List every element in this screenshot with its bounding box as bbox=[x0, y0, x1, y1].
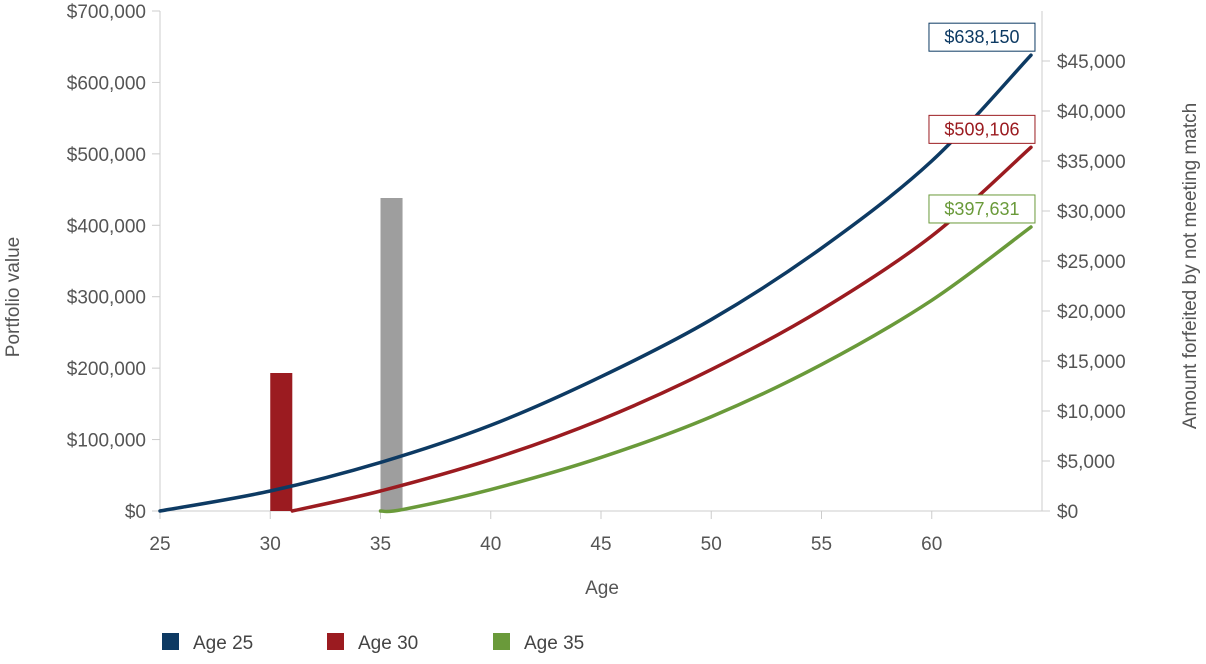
line-layer bbox=[158, 53, 1033, 514]
y-tick-label-right: $25,000 bbox=[1057, 252, 1126, 273]
y-tick-label-left: $200,000 bbox=[67, 359, 146, 380]
legend-item-age-35: Age 35 bbox=[493, 633, 584, 654]
y-tick-label-left: $500,000 bbox=[67, 145, 146, 166]
end-label-age-35: $397,631 bbox=[928, 194, 1036, 224]
x-tick-label: 30 bbox=[260, 534, 281, 555]
line-series-age-35 bbox=[378, 225, 1033, 514]
legend-swatch bbox=[493, 633, 510, 650]
line-series-age-30 bbox=[290, 145, 1033, 513]
end-label-text: $638,150 bbox=[944, 27, 1019, 47]
bar-2 bbox=[380, 198, 403, 511]
x-axis-title: Age bbox=[585, 578, 619, 599]
x-tick-label: 60 bbox=[921, 534, 942, 555]
legend-label: Age 25 bbox=[193, 633, 253, 654]
y-tick-label-left: $700,000 bbox=[67, 2, 146, 23]
end-label-text: $509,106 bbox=[944, 119, 1019, 139]
y-tick-label-right: $20,000 bbox=[1057, 302, 1126, 323]
y-tick-label-left: $400,000 bbox=[67, 216, 146, 237]
legend-swatch bbox=[162, 633, 179, 650]
y-tick-label-right: $45,000 bbox=[1057, 52, 1126, 73]
y-axis-title-right: Amount forfeited by not meeting match bbox=[1180, 103, 1201, 429]
y-tick-label-left: $300,000 bbox=[67, 288, 146, 309]
y-tick-label-right: $5,000 bbox=[1057, 452, 1115, 473]
legend-label: Age 30 bbox=[358, 633, 418, 654]
y-tick-label-left: $100,000 bbox=[67, 431, 146, 452]
x-tick-label: 45 bbox=[590, 534, 611, 555]
legend-item-age-25: Age 25 bbox=[162, 633, 253, 654]
x-tick-label: 35 bbox=[370, 534, 391, 555]
end-label-box bbox=[928, 22, 1036, 52]
line-series-age-25 bbox=[158, 53, 1033, 513]
legend-item-age-30: Age 30 bbox=[327, 633, 418, 654]
end-label-layer: $638,150 $509,106 $397,631 bbox=[928, 22, 1036, 224]
end-label-age-30: $509,106 bbox=[928, 114, 1036, 144]
end-label-age-25: $638,150 bbox=[928, 22, 1036, 52]
legend-label: Age 35 bbox=[524, 633, 584, 654]
end-label-text: $397,631 bbox=[944, 199, 1019, 219]
y-tick-label-left: $600,000 bbox=[67, 73, 146, 94]
x-tick-label: 55 bbox=[811, 534, 832, 555]
x-tick-label: 25 bbox=[149, 534, 170, 555]
end-label-box bbox=[928, 194, 1036, 224]
y-tick-label-right: $15,000 bbox=[1057, 352, 1126, 373]
y-tick-label-right: $0 bbox=[1057, 502, 1078, 523]
y-tick-label-right: $10,000 bbox=[1057, 402, 1126, 423]
chart-axes: $0 $100,000 $200,000 $300,000 $400,000 $500,0… bbox=[67, 2, 1126, 555]
y-tick-label-right: $35,000 bbox=[1057, 152, 1126, 173]
x-tick-label: 50 bbox=[701, 534, 722, 555]
y-tick-label-right: $40,000 bbox=[1057, 102, 1126, 123]
end-label-box bbox=[928, 114, 1036, 144]
x-tick-label: 40 bbox=[480, 534, 501, 555]
legend-swatch bbox=[327, 633, 344, 650]
bar-1 bbox=[270, 373, 293, 511]
legend: Age 25 Age 30 Age 35 bbox=[162, 633, 584, 654]
y-tick-label-left: $0 bbox=[125, 502, 146, 523]
bar-layer bbox=[270, 198, 403, 511]
y-axis-title-left: Portfolio value bbox=[3, 237, 24, 357]
y-tick-label-right: $30,000 bbox=[1057, 202, 1126, 223]
